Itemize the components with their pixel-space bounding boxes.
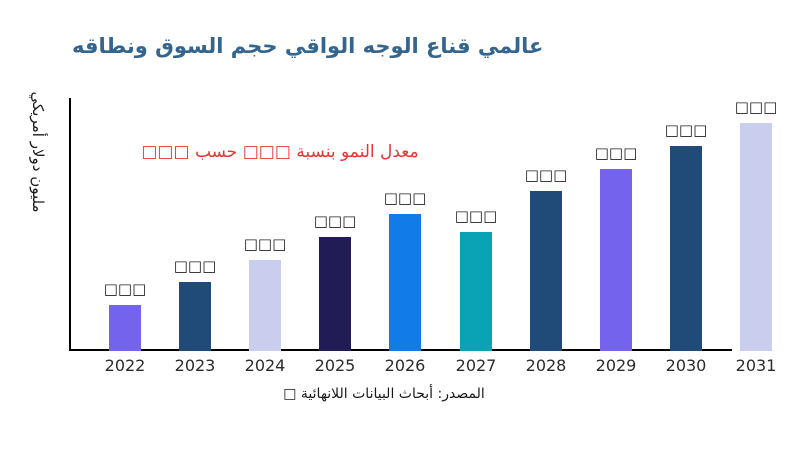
bar-2022 <box>109 305 141 351</box>
source-note: المصدر: أبحاث البيانات اللانهائية □ <box>283 386 485 402</box>
bar-2024 <box>249 260 281 351</box>
x-tick-label-2026: 2026 <box>384 356 426 375</box>
bar-value-label-2023: □□□ <box>173 257 217 275</box>
bar-2029 <box>600 169 632 351</box>
x-tick-label-2029: 2029 <box>595 356 637 375</box>
x-tick-label-2022: 2022 <box>104 356 146 375</box>
y-axis-label: مليون دولار أمريكي <box>29 91 47 213</box>
x-tick-label-2024: 2024 <box>244 356 286 375</box>
bar-2025 <box>319 237 351 351</box>
bar-value-label-2022: □□□ <box>103 280 147 298</box>
x-tick-label-2023: 2023 <box>174 356 216 375</box>
bar-2030 <box>670 146 702 351</box>
x-tick-label-2027: 2027 <box>455 356 497 375</box>
bar-value-label-2030: □□□ <box>664 121 708 139</box>
bar-value-label-2026: □□□ <box>383 189 427 207</box>
chart-title: عالمي قناع الوجه الواقي حجم السوق ونطاقه <box>72 34 544 58</box>
bar-value-label-2025: □□□ <box>313 212 357 230</box>
bar-value-label-2027: □□□ <box>454 207 498 225</box>
bar-value-label-2024: □□□ <box>243 235 287 253</box>
x-tick-label-2030: 2030 <box>665 356 707 375</box>
y-axis-line <box>69 98 71 351</box>
bar-value-label-2029: □□□ <box>594 144 638 162</box>
bar-2028 <box>530 191 562 351</box>
bar-2027 <box>460 232 492 351</box>
bar-value-label-2028: □□□ <box>524 166 568 184</box>
bar-value-label-2031: □□□ <box>734 98 778 116</box>
bar-2026 <box>389 214 421 351</box>
bar-2023 <box>179 282 211 351</box>
x-tick-label-2031: 2031 <box>735 356 777 375</box>
x-tick-label-2028: 2028 <box>525 356 567 375</box>
x-tick-label-2025: 2025 <box>314 356 356 375</box>
growth-rate-note: معدل النمو بنسبة □□□ حسب □□□ <box>141 142 419 162</box>
bar-2031 <box>740 123 772 351</box>
